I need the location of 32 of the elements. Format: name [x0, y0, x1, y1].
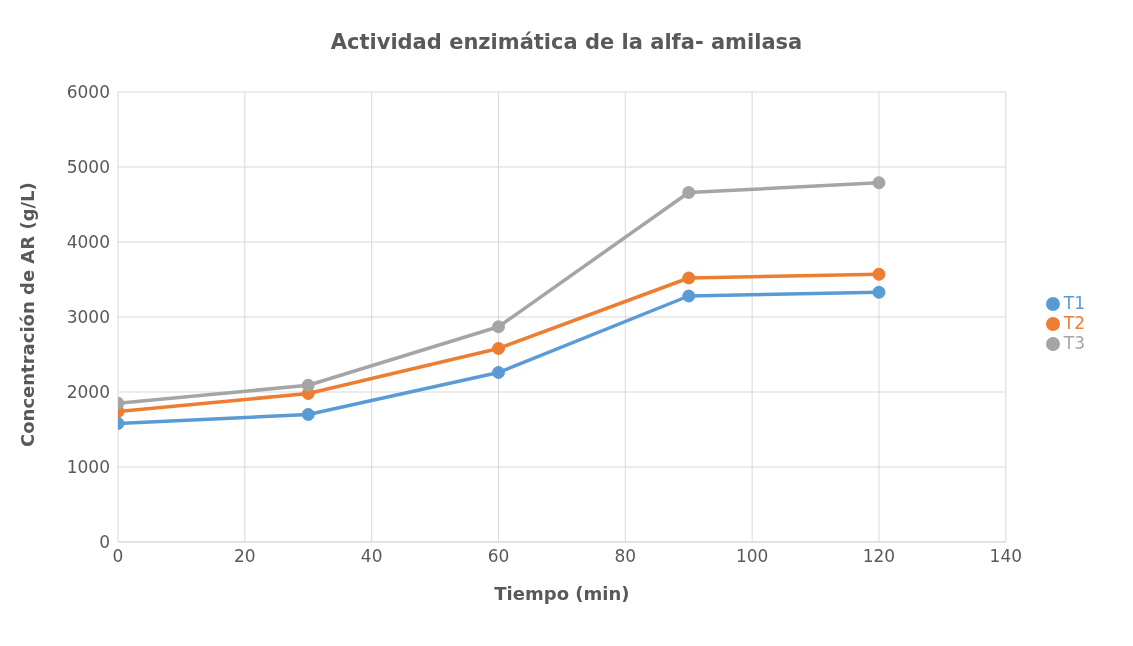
- x-tick-label: 60: [487, 546, 510, 567]
- x-tick-label: 140: [989, 546, 1023, 567]
- point: [872, 285, 886, 299]
- point: [491, 342, 505, 355]
- legend-label: T3: [1063, 333, 1085, 353]
- y-axis-title: Concentración de AR (g/L): [17, 182, 39, 447]
- x-tick-label: 120: [862, 546, 896, 567]
- point: [682, 271, 696, 285]
- x-tick-label: 80: [614, 546, 637, 567]
- y-tick-label: 2000: [66, 382, 110, 403]
- chart-title: Actividad enzimática de la alfa- amilasa: [329, 30, 804, 54]
- x-tick-label: 100: [735, 546, 769, 567]
- x-tick-label: 40: [360, 546, 383, 567]
- point: [491, 320, 505, 334]
- x-axis-title: Tiempo (min): [494, 583, 630, 604]
- point: [872, 176, 886, 190]
- legend-label: T2: [1063, 313, 1085, 333]
- y-tick-label: 1000: [66, 457, 110, 478]
- point: [872, 267, 886, 281]
- y-tick-label: 6000: [66, 82, 110, 103]
- legend-label: T1: [1063, 293, 1085, 313]
- x-tick-label: 0: [112, 546, 124, 567]
- point: [682, 186, 696, 199]
- point: [301, 378, 315, 392]
- y-tick-label: 5000: [66, 157, 110, 178]
- point: [301, 408, 315, 421]
- y-tick-label: 0: [99, 532, 110, 553]
- y-tick-label: 4000: [66, 232, 110, 253]
- point: [491, 366, 505, 379]
- x-tick-label: 20: [234, 546, 256, 567]
- point: [682, 289, 696, 303]
- y-tick-label: 3000: [66, 307, 110, 328]
